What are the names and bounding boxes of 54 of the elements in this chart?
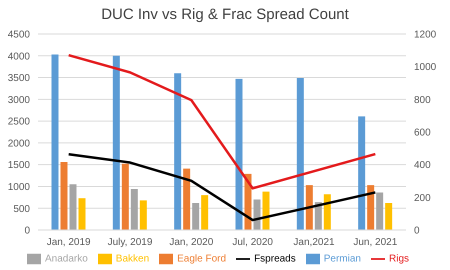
bar bbox=[296, 78, 304, 230]
bar bbox=[174, 73, 182, 230]
bar bbox=[192, 202, 200, 230]
legend-label: Rigs bbox=[389, 254, 410, 265]
y-tick-label: 3500 bbox=[8, 73, 30, 84]
bar bbox=[262, 192, 270, 230]
y-tick-label: 2000 bbox=[8, 138, 30, 150]
y-tick-label: 4000 bbox=[8, 51, 30, 62]
y-tick-label: 4500 bbox=[8, 30, 30, 41]
y-tick-label: 2500 bbox=[8, 116, 30, 128]
y-tick-label: 1500 bbox=[8, 160, 30, 172]
y-tick-label: 3000 bbox=[8, 94, 30, 106]
bar bbox=[376, 192, 384, 230]
bar bbox=[306, 185, 313, 230]
bar bbox=[183, 168, 190, 230]
x-tick-label: Jun, 2021 bbox=[353, 237, 398, 248]
y2-tick-label: 200 bbox=[414, 192, 432, 204]
y-tick-label: 0 bbox=[24, 226, 30, 237]
legend-label: Anadarko bbox=[44, 254, 88, 265]
legend-label: Eagle Ford bbox=[177, 254, 226, 265]
x-tick-label: Jan, 2020 bbox=[169, 237, 214, 248]
bar bbox=[201, 195, 208, 230]
bar bbox=[235, 78, 242, 230]
legend-label: Fspreads bbox=[254, 254, 296, 265]
line-series bbox=[67, 152, 377, 222]
bar bbox=[324, 194, 331, 230]
y2-tick-label: 1200 bbox=[414, 30, 437, 41]
bar bbox=[140, 200, 147, 230]
line-series bbox=[67, 54, 377, 190]
y2-tick-label: 1000 bbox=[414, 62, 437, 74]
legend-label: Permian bbox=[324, 254, 361, 265]
y2-tick-label: 400 bbox=[414, 160, 432, 172]
bar bbox=[367, 185, 374, 230]
bar bbox=[60, 162, 68, 230]
y-tick-label: 500 bbox=[13, 204, 30, 215]
legend-label: Bakken bbox=[116, 254, 150, 265]
bar bbox=[112, 56, 120, 230]
x-tick-label: Jan,2021 bbox=[293, 237, 336, 248]
bar bbox=[78, 198, 86, 230]
y2-tick-label: 600 bbox=[414, 128, 432, 139]
bar bbox=[122, 164, 129, 230]
y-tick-label: 1000 bbox=[8, 182, 30, 193]
y2-tick-label: 0 bbox=[414, 226, 420, 237]
bar bbox=[253, 200, 260, 230]
bar bbox=[69, 184, 76, 230]
bar bbox=[385, 202, 392, 230]
chart-title: DUC Inv vs Rig & Frac Spread Count bbox=[100, 5, 350, 25]
x-tick-label: Jul, 2020 bbox=[232, 237, 274, 248]
bar bbox=[358, 116, 366, 230]
bar bbox=[51, 54, 58, 230]
bar bbox=[130, 189, 138, 230]
x-tick-label: July, 2019 bbox=[108, 237, 153, 248]
y2-tick-label: 800 bbox=[414, 94, 432, 106]
x-tick-label: Jan, 2019 bbox=[46, 237, 92, 248]
